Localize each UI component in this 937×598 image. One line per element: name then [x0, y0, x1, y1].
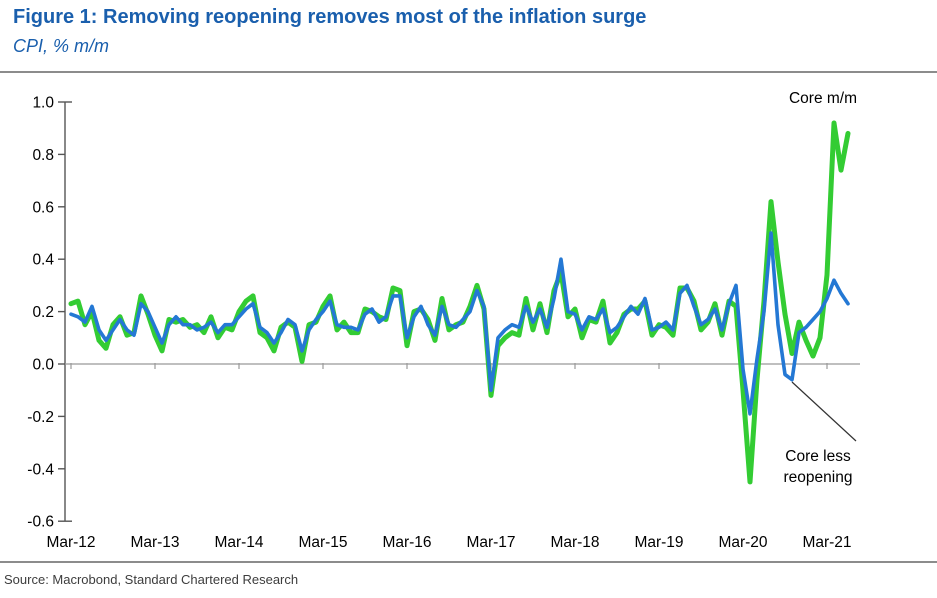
- source-attribution: Source: Macrobond, Standard Chartered Re…: [4, 572, 299, 587]
- y-tick-label: 0.0: [32, 357, 54, 374]
- y-tick-label: 0.6: [32, 199, 54, 216]
- y-tick-label: 0.8: [32, 147, 54, 164]
- y-tick-label: -0.2: [27, 409, 54, 426]
- core-mm-series-label: Core m/m: [789, 90, 857, 107]
- zero-gridline-group: [65, 363, 860, 369]
- x-tick-label: Mar-15: [298, 534, 347, 551]
- figure-title: Figure 1: Removing reopening removes mos…: [13, 6, 647, 28]
- core-less-reopening-line: [69, 231, 850, 416]
- y-tick-label: 1.0: [32, 95, 54, 112]
- y-tick-label: 0.2: [32, 304, 54, 321]
- y-tick-label: 0.4: [32, 252, 54, 269]
- core-less-reopening-label-line1: Core less: [785, 448, 851, 465]
- x-tick-label: Mar-16: [382, 534, 431, 551]
- x-tick-label: Mar-20: [718, 534, 767, 551]
- x-tick-label: Mar-12: [46, 534, 95, 551]
- x-tick-label: Mar-14: [214, 534, 263, 551]
- x-tick-label: Mar-13: [130, 534, 179, 551]
- annotation-leader-line: [791, 381, 857, 442]
- y-axis: 1.0 0.8 0.6 0.4 0.2 0.0 -0.2 -0.4 -0.6: [27, 95, 72, 531]
- bottom-divider-rule: [0, 561, 937, 563]
- core-less-reopening-label-line2: reopening: [784, 469, 853, 486]
- y-tick-label: -0.4: [27, 461, 54, 478]
- x-tick-label: Mar-21: [802, 534, 851, 551]
- figure-subtitle: CPI, % m/m: [13, 36, 110, 56]
- core-mm-line: [68, 120, 851, 485]
- x-tick-label: Mar-19: [634, 534, 683, 551]
- x-tick-label: Mar-18: [550, 534, 599, 551]
- x-axis-labels: Mar-12 Mar-13 Mar-14 Mar-15 Mar-16 Mar-17 Mar-…: [46, 534, 851, 551]
- top-divider-rule: [0, 71, 937, 73]
- x-tick-label: Mar-17: [466, 534, 515, 551]
- series-lines: [68, 120, 851, 485]
- annotations: Core m/m Core less reopening: [784, 90, 858, 486]
- y-tick-label: -0.6: [27, 514, 54, 531]
